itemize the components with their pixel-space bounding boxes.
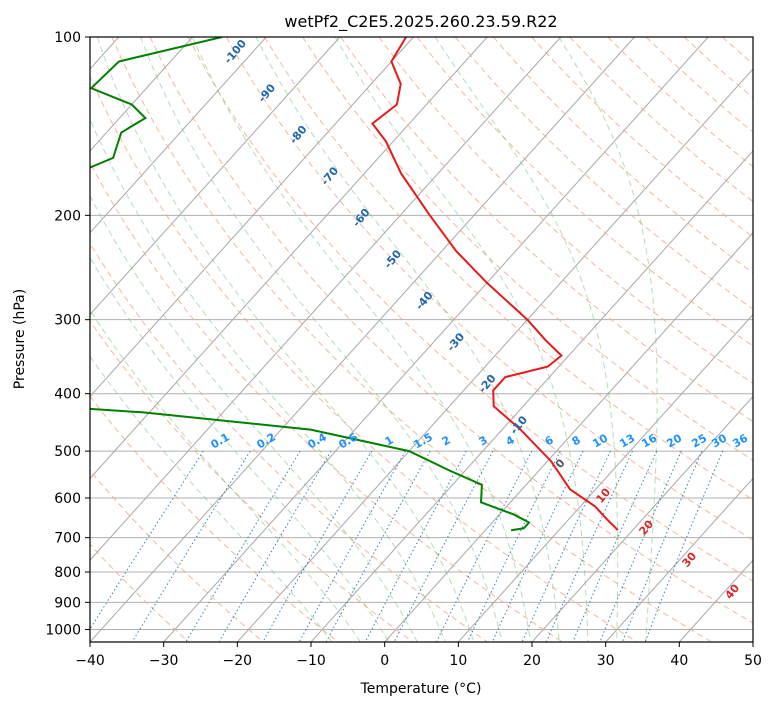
x-tick-label: −10 xyxy=(296,653,326,669)
dry-adiabat-line xyxy=(302,37,753,461)
mixing-ratio-line xyxy=(364,450,467,642)
y-tick-label: 900 xyxy=(54,595,81,611)
moist-adiabat-line xyxy=(90,194,418,642)
x-tick-label: −30 xyxy=(149,653,179,669)
moist-adiabat-line xyxy=(90,355,333,642)
isotherm-line xyxy=(605,477,753,642)
moist-adiabat-line xyxy=(558,37,658,642)
dry-adiabat-line xyxy=(378,37,753,385)
mixing-ratio-line xyxy=(435,450,533,642)
mixing-ratio-line xyxy=(621,450,703,642)
mixing-ratio-line xyxy=(545,450,633,642)
dry-adiabat-line xyxy=(90,75,638,642)
x-tick-label: 40 xyxy=(670,653,688,669)
moist-adiabat-line xyxy=(255,37,560,642)
y-tick-label: 500 xyxy=(54,444,81,460)
mixing-ratio-line xyxy=(491,450,584,642)
dry-adiabat-line xyxy=(187,37,753,582)
y-tick-label: 600 xyxy=(54,491,81,507)
x-tick-label: −20 xyxy=(223,653,253,669)
dry-adiabat-line xyxy=(90,242,488,642)
isotherm-line xyxy=(384,232,753,642)
isotherm-line xyxy=(90,37,341,316)
moist-adiabat-line xyxy=(191,37,532,642)
temperature-line xyxy=(371,37,619,531)
mixing-ratio-line xyxy=(131,450,251,642)
y-tick-label: 800 xyxy=(54,565,81,581)
dry-adiabat-line xyxy=(111,37,712,642)
dry-adiabat-line xyxy=(90,543,190,642)
dry-adiabat-line xyxy=(149,37,753,624)
mixing-ratio-line xyxy=(298,450,406,642)
moist-adiabat-line xyxy=(90,117,446,642)
x-tick-label: 20 xyxy=(523,653,541,669)
moist-adiabat-line xyxy=(434,37,619,642)
mixing-ratio-line xyxy=(393,450,494,642)
isotherm-line xyxy=(457,313,753,642)
y-tick-label: 400 xyxy=(54,387,81,403)
dry-adiabat-line xyxy=(90,161,563,642)
isotherm-line xyxy=(531,395,753,642)
isotherm-line xyxy=(163,37,709,642)
dry-adiabat-line xyxy=(90,395,339,642)
y-tick-label: 200 xyxy=(54,208,81,224)
isotherm-line xyxy=(90,37,414,398)
y-axis-label: Pressure (hPa) xyxy=(12,289,28,389)
x-tick-label: −40 xyxy=(75,653,105,669)
y-tick-label: 700 xyxy=(54,531,81,547)
mixing-ratio-line xyxy=(467,450,561,642)
y-tick-label: 300 xyxy=(54,313,81,329)
isotherm-line xyxy=(90,37,488,480)
x-axis-label: Temperature (°C) xyxy=(360,681,482,697)
isotherm-line xyxy=(90,37,193,152)
moist-adiabat-line xyxy=(90,309,361,642)
dewpoint-line xyxy=(90,37,531,532)
x-tick-label: 50 xyxy=(744,653,762,669)
x-tick-label: 10 xyxy=(449,653,467,669)
y-tick-label: 1000 xyxy=(45,622,81,638)
moist-adiabat-line xyxy=(334,37,589,642)
isotherm-line xyxy=(90,37,635,642)
moist-adiabat-line xyxy=(96,37,475,642)
mixing-ratio-line xyxy=(521,450,611,642)
mixing-ratio-line xyxy=(325,450,431,642)
x-tick-label: 0 xyxy=(380,653,389,669)
mixing-ratio-line xyxy=(644,450,724,642)
isotherm-line xyxy=(90,37,267,234)
moist-adiabat-line xyxy=(140,37,503,642)
plot-frame xyxy=(89,36,754,643)
x-tick-label: 30 xyxy=(597,653,615,669)
y-tick-label: 100 xyxy=(54,30,81,46)
dry-adiabat-line xyxy=(340,37,753,423)
chart-title: wetPf2_C2E5.2025.260.23.59.R22 xyxy=(284,12,557,32)
mixing-ratio-line xyxy=(262,450,373,642)
isotherm-line xyxy=(236,68,753,642)
isotherm-line xyxy=(90,37,562,561)
dry-adiabat-line xyxy=(264,37,753,501)
